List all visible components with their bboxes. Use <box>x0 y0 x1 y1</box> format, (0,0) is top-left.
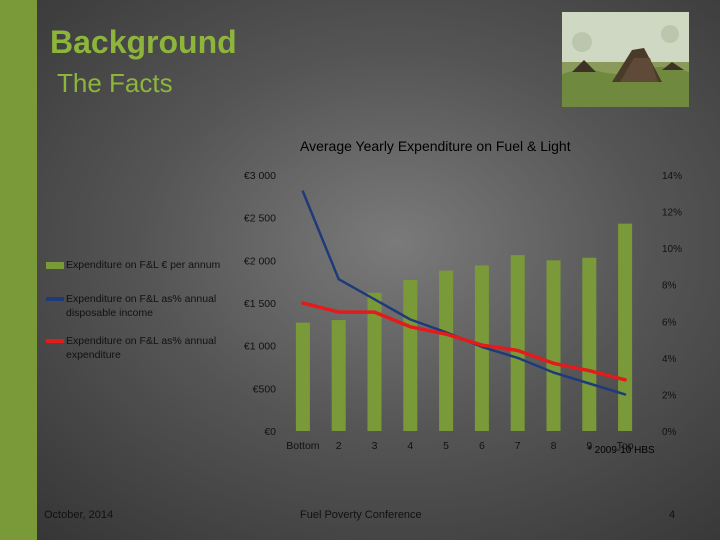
legend-item-bar: Expenditure on F&L € per annum <box>46 258 241 272</box>
left-axis-tick-label: €500 <box>253 383 277 395</box>
right-axis-tick-label: 4% <box>662 354 677 365</box>
left-axis-tick-label: €0 <box>264 426 276 438</box>
left-axis-tick-label: €1 500 <box>244 298 276 310</box>
bar-10 <box>618 223 633 431</box>
right-axis-tick-label: 0% <box>662 427 677 438</box>
right-axis-tick-label: 14% <box>662 171 682 182</box>
bar-1 <box>295 322 310 431</box>
right-axis-tick-label: 8% <box>662 281 677 292</box>
legend-item-blue-line: Expenditure on F&L as% annual disposable… <box>46 292 241 320</box>
x-axis-tick-label: 9 <box>586 440 592 452</box>
x-axis-tick-label: Top <box>617 440 634 452</box>
bar-2 <box>331 320 346 431</box>
blue-line-series <box>301 190 627 396</box>
legend-label-bar: Expenditure on F&L € per annum <box>66 259 221 271</box>
left-axis-tick-label: €3 000 <box>244 170 276 182</box>
footer-page-number: 4 <box>669 509 676 521</box>
bar-4 <box>403 279 418 431</box>
bar-3 <box>367 292 382 431</box>
x-axis-tick-label: 7 <box>515 440 521 452</box>
legend-swatch-bar <box>46 262 64 269</box>
chart-legend: Expenditure on F&L € per annum Expenditu… <box>46 258 241 382</box>
footer-date: October, 2014 <box>44 509 114 521</box>
legend-label-red-line: Expenditure on F&L as% annual expenditur… <box>66 335 217 361</box>
x-axis-tick-label: 8 <box>551 440 557 452</box>
left-accent-bar <box>0 0 37 540</box>
right-axis-tick-label: 10% <box>662 244 682 255</box>
slide-title: Background <box>50 24 237 60</box>
bar-6 <box>474 265 489 431</box>
right-axis-tick-label: 6% <box>662 317 677 328</box>
left-axis-tick-label: €1 000 <box>244 341 276 353</box>
bar-8 <box>546 260 561 431</box>
left-axis-tick-label: €2 000 <box>244 255 276 267</box>
x-axis-tick-label: 3 <box>372 440 378 452</box>
x-axis-tick-label: 5 <box>443 440 449 452</box>
x-axis-tick-label: Bottom <box>286 440 320 452</box>
right-axis-tick-label: 12% <box>662 208 682 219</box>
legend-swatch-blue-line <box>46 297 64 301</box>
legend-item-red-line: Expenditure on F&L as% annual expenditur… <box>46 334 241 362</box>
legend-swatch-red-line <box>46 339 64 343</box>
chart-title: Average Yearly Expenditure on Fuel & Lig… <box>300 138 571 154</box>
bar-7 <box>510 255 525 431</box>
x-axis-tick-label: 4 <box>407 440 413 452</box>
turf-pile-photo <box>562 12 689 107</box>
x-axis-tick-label: 6 <box>479 440 485 452</box>
bar-5 <box>439 270 454 431</box>
slide-subtitle: The Facts <box>57 68 173 98</box>
legend-label-blue-line: Expenditure on F&L as% annual disposable… <box>66 293 217 319</box>
footer-conference: Fuel Poverty Conference <box>300 509 422 521</box>
left-axis-tick-label: €2 500 <box>244 213 276 225</box>
bar-9 <box>582 257 597 431</box>
red-line-series <box>301 301 627 382</box>
source-footnote: * 2009-10 HBS <box>588 445 655 456</box>
right-axis-tick-label: 2% <box>662 390 677 401</box>
x-axis-tick-label: 2 <box>336 440 342 452</box>
